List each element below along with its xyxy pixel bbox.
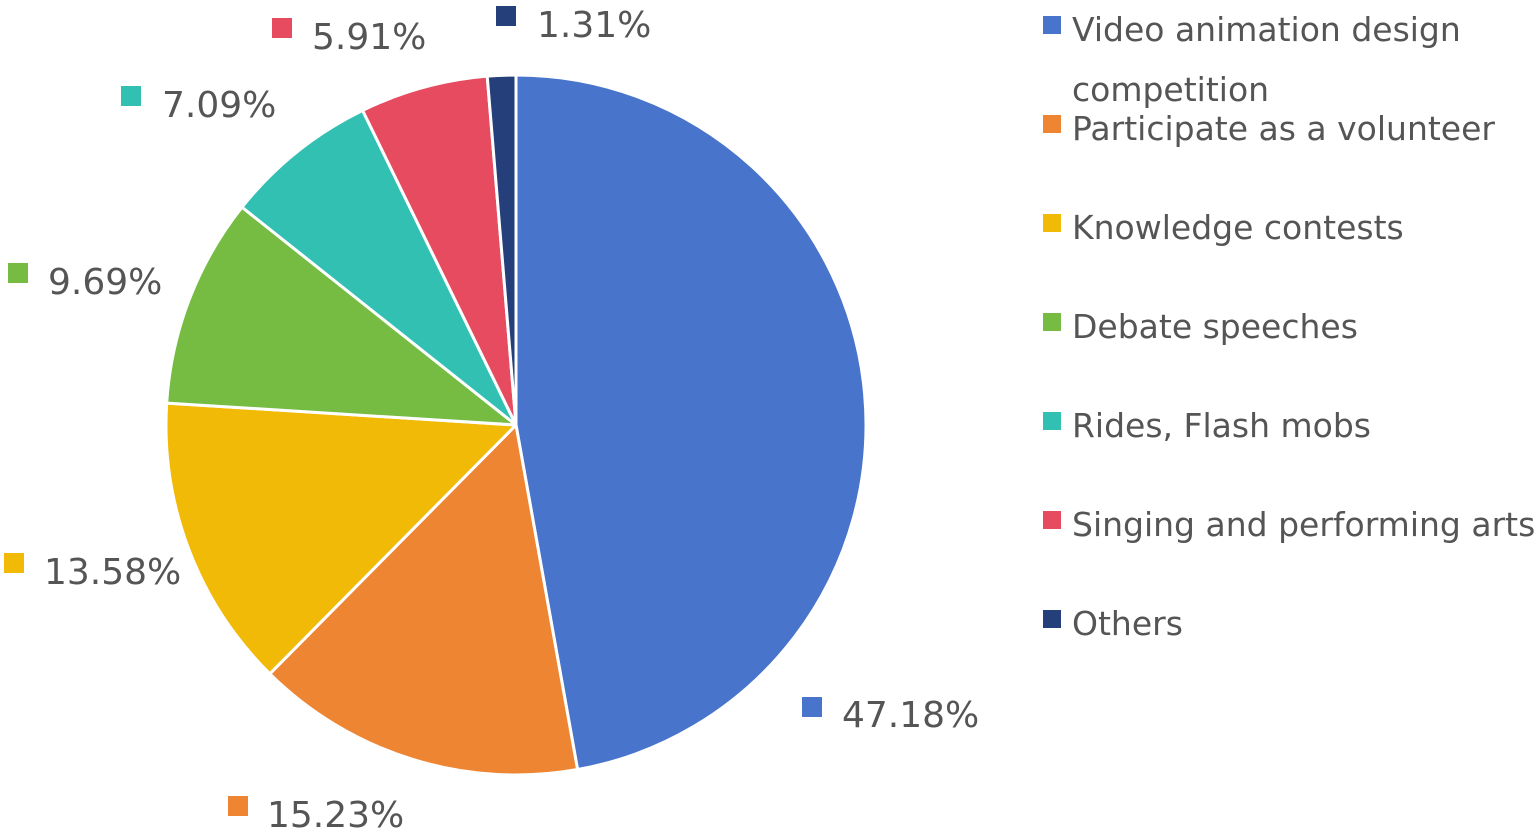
legend-swatch-others [1043, 610, 1061, 628]
pie-slice-singing-and-performing-arts [361, 74, 518, 427]
data-label-marker-video-animation-design-competition [802, 697, 822, 717]
pie-slice-others [485, 73, 518, 427]
legend-label-knowledge-contests: Knowledge contests [1072, 208, 1404, 247]
data-label-marker-participate-as-a-volunteer [228, 796, 248, 816]
data-label-marker-singing-and-performing-arts [272, 18, 292, 38]
data-label-participate-as-a-volunteer: 15.23% [267, 795, 404, 829]
pie-slice-video-animation-design-competition [514, 73, 868, 772]
pie-slice-participate-as-a-volunteer [268, 423, 580, 777]
data-label-video-animation-design-competition: 47.18% [842, 695, 979, 736]
data-label-others: 1.31% [537, 5, 651, 46]
data-label-marker-knowledge-contests [4, 553, 24, 573]
legend-label-rides-flash-mobs: Rides, Flash mobs [1072, 406, 1371, 445]
legend: Video animation design competitionPartici… [1043, 10, 1535, 643]
data-label-marker-debate-speeches [8, 263, 28, 283]
pie-slices [164, 73, 868, 777]
legend-label-video-animation-design-competition: Video animation design competition [1072, 10, 1461, 109]
legend-label-debate-speeches: Debate speeches [1072, 307, 1358, 346]
legend-label-singing-and-performing-arts: Singing and performing arts [1072, 505, 1535, 544]
legend-swatch-singing-and-performing-arts [1043, 511, 1061, 529]
legend-label-participate-as-a-volunteer: Participate as a volunteer [1072, 109, 1495, 148]
pie-slice-knowledge-contests [164, 401, 518, 676]
pie-slice-debate-speeches [165, 205, 518, 427]
data-labels: 47.18% 15.23% 13.58% 9.69% 7.09% 5.91% 1.31% [4, 5, 979, 829]
legend-swatch-knowledge-contests [1043, 214, 1061, 232]
data-label-debate-speeches: 9.69% [48, 262, 162, 303]
pie-slice-rides-flash-mobs [240, 108, 518, 427]
legend-swatch-video-animation-design-competition [1043, 16, 1061, 34]
legend-swatch-participate-as-a-volunteer [1043, 115, 1061, 133]
legend-label-others: Others [1072, 604, 1183, 643]
data-label-rides-flash-mobs: 7.09% [162, 85, 276, 126]
data-label-singing-and-performing-arts: 5.91% [312, 17, 426, 58]
data-label-knowledge-contests: 13.58% [44, 552, 181, 593]
legend-swatch-debate-speeches [1043, 313, 1061, 331]
data-label-marker-rides-flash-mobs [121, 86, 141, 106]
data-label-marker-others [496, 6, 516, 26]
legend-swatch-rides-flash-mobs [1043, 412, 1061, 430]
